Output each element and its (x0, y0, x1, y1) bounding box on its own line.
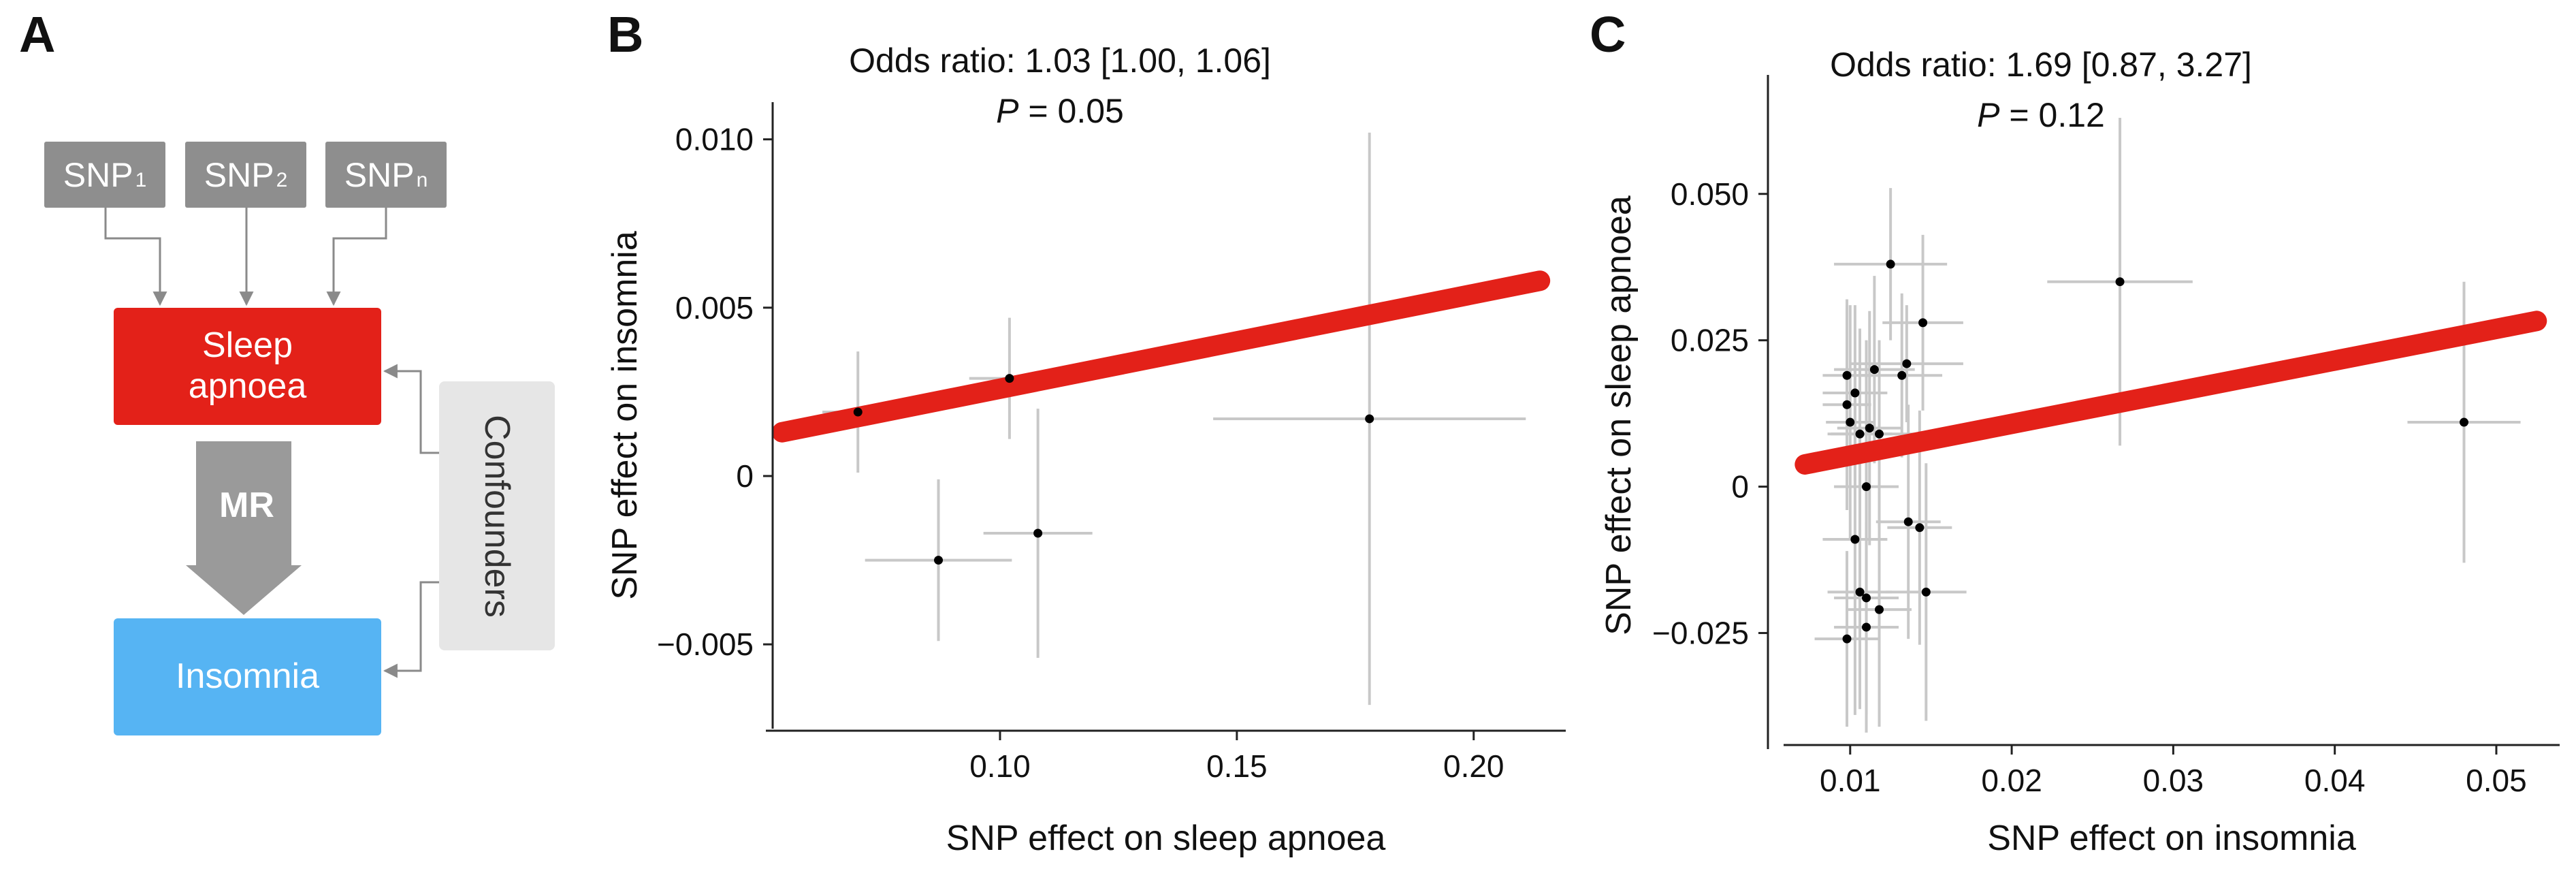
snpn-arrow (326, 208, 387, 306)
data-point (1855, 429, 1865, 439)
insomnia-node: Insomnia (114, 618, 381, 735)
data-point (1897, 370, 1907, 380)
y-tick-label: −0.025 (1652, 616, 1749, 651)
snp-box-n: SNP n (325, 142, 447, 208)
data-point (1846, 417, 1855, 427)
data-point (1862, 622, 1871, 632)
data-point (1918, 318, 1928, 328)
odds-ratio-annotation: Odds ratio: 1.03 [1.00, 1.06] (849, 42, 1271, 80)
data-point (1850, 388, 1860, 398)
data-point (1903, 517, 1913, 526)
data-point (2459, 417, 2468, 427)
sleep-apnoea-node: Sleep apnoea (114, 308, 381, 425)
x-tick-label: 0.02 (1981, 763, 2042, 798)
data-point (1842, 400, 1852, 409)
regression-line (1794, 311, 2547, 475)
data-point (1869, 365, 1879, 375)
panel-label-a: A (19, 6, 56, 63)
y-tick-label: −0.005 (657, 627, 754, 662)
data-point (1862, 593, 1871, 603)
data-point (853, 407, 863, 417)
data-point (1902, 359, 1912, 368)
x-tick-label: 0.03 (2143, 763, 2204, 798)
data-point (2115, 277, 2125, 287)
data-point (1842, 370, 1852, 380)
y-tick-label: 0.010 (675, 122, 754, 157)
x-tick-label: 0.10 (969, 748, 1031, 784)
snp-box-1: SNP 1 (44, 142, 165, 208)
y-tick-label: 0.050 (1671, 176, 1749, 212)
x-axis-label: SNP effect on insomnia (1987, 819, 2356, 858)
x-tick-label: 0.01 (1820, 763, 1881, 798)
y-tick-label: 0.025 (1671, 323, 1749, 358)
data-point (934, 556, 944, 565)
confounder-exposure-arrow (383, 364, 439, 454)
snp1-arrow (104, 208, 167, 306)
mr-label: MR (219, 486, 274, 525)
data-point (1862, 482, 1871, 492)
data-point (1033, 528, 1043, 538)
mr-arrow (186, 441, 302, 615)
data-point (1855, 587, 1865, 597)
panel-label-b: B (607, 6, 644, 63)
y-tick-label: 0 (1731, 469, 1749, 505)
panel-label-c: C (1590, 6, 1626, 63)
data-point (1875, 605, 1884, 614)
data-point (1005, 374, 1014, 383)
y-tick-label: 0.005 (675, 290, 754, 326)
x-tick-label: 0.20 (1443, 748, 1504, 784)
data-point (1921, 587, 1931, 597)
confounders-box: Confounders (439, 381, 555, 650)
p-value-annotation: P = 0.05 (996, 92, 1124, 130)
snp-box-2: SNP 2 (185, 142, 306, 208)
y-tick-label: 0 (736, 458, 754, 494)
data-point (1850, 535, 1860, 544)
data-point (1842, 634, 1852, 644)
p-value-annotation: P = 0.12 (1977, 96, 2105, 134)
odds-ratio-annotation: Odds ratio: 1.69 [0.87, 3.27] (1830, 46, 2252, 84)
y-axis-label: SNP effect on sleep apnoea (1599, 195, 1639, 635)
chart-b: 0.10 0.15 0.20 −0.005 0 0.005 0.010 Odds ratio:… (605, 42, 1566, 858)
data-point (1886, 259, 1895, 269)
data-point (1915, 523, 1925, 533)
x-tick-label: 0.04 (2304, 763, 2366, 798)
confounder-outcome-arrow (383, 581, 439, 678)
x-tick-label: 0.05 (2466, 763, 2527, 798)
x-axis-label: SNP effect on sleep apnoea (946, 819, 1386, 858)
regression-line (771, 270, 1551, 443)
chart-c: 0.01 0.02 0.03 0.04 0.05 −0.025 0 0.025 0.050 Odd… (1599, 46, 2560, 858)
data-point (1875, 429, 1884, 439)
data-point (1365, 414, 1374, 424)
x-tick-label: 0.15 (1206, 748, 1268, 784)
data-point (1865, 424, 1874, 433)
diagram-connectors (104, 208, 439, 678)
confounders-label: Confounders (477, 414, 517, 618)
y-axis-label: SNP effect on insomnia (605, 231, 645, 600)
